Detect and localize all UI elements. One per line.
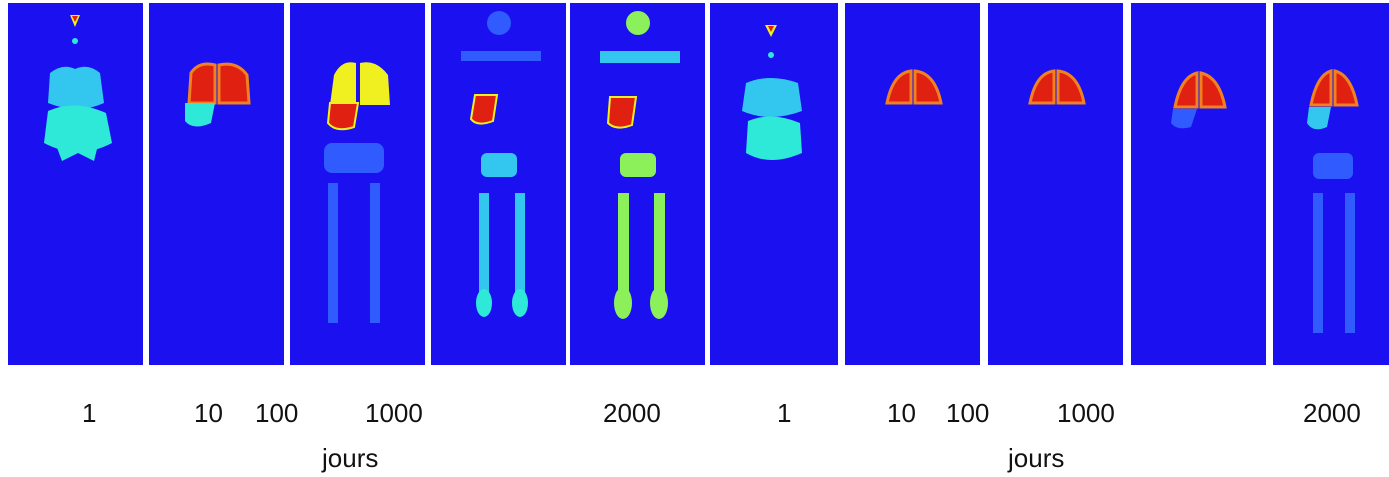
day-label: 2000	[1303, 398, 1361, 428]
scan-panel-right-day-1	[710, 3, 838, 365]
axis-title: jours	[1008, 443, 1065, 473]
day-label: 100	[946, 398, 990, 428]
scan-panel-right-day-1000	[1131, 3, 1266, 365]
scan-panel-right-day-10	[845, 3, 980, 365]
scan-strip	[8, 3, 1389, 365]
scan-panel-left-day-2000	[570, 3, 705, 365]
scan-panel-left-day-1	[8, 3, 143, 365]
day-label: 1	[82, 398, 97, 428]
scan-panel-right-day-2000	[1273, 3, 1389, 365]
day-label: 10	[194, 398, 223, 428]
axis-title: jours	[322, 443, 379, 473]
day-label: 1	[777, 398, 792, 428]
day-label: 100	[255, 398, 299, 428]
day-label: 10	[887, 398, 916, 428]
day-label: 2000	[603, 398, 661, 428]
scan-panel-right-day-100	[988, 3, 1123, 365]
scan-panel-left-day-100	[290, 3, 425, 365]
day-label: 1000	[365, 398, 423, 428]
scan-panel-left-day-10	[149, 3, 284, 365]
day-label: 1000	[1057, 398, 1115, 428]
scan-panel-left-day-1000	[431, 3, 566, 365]
